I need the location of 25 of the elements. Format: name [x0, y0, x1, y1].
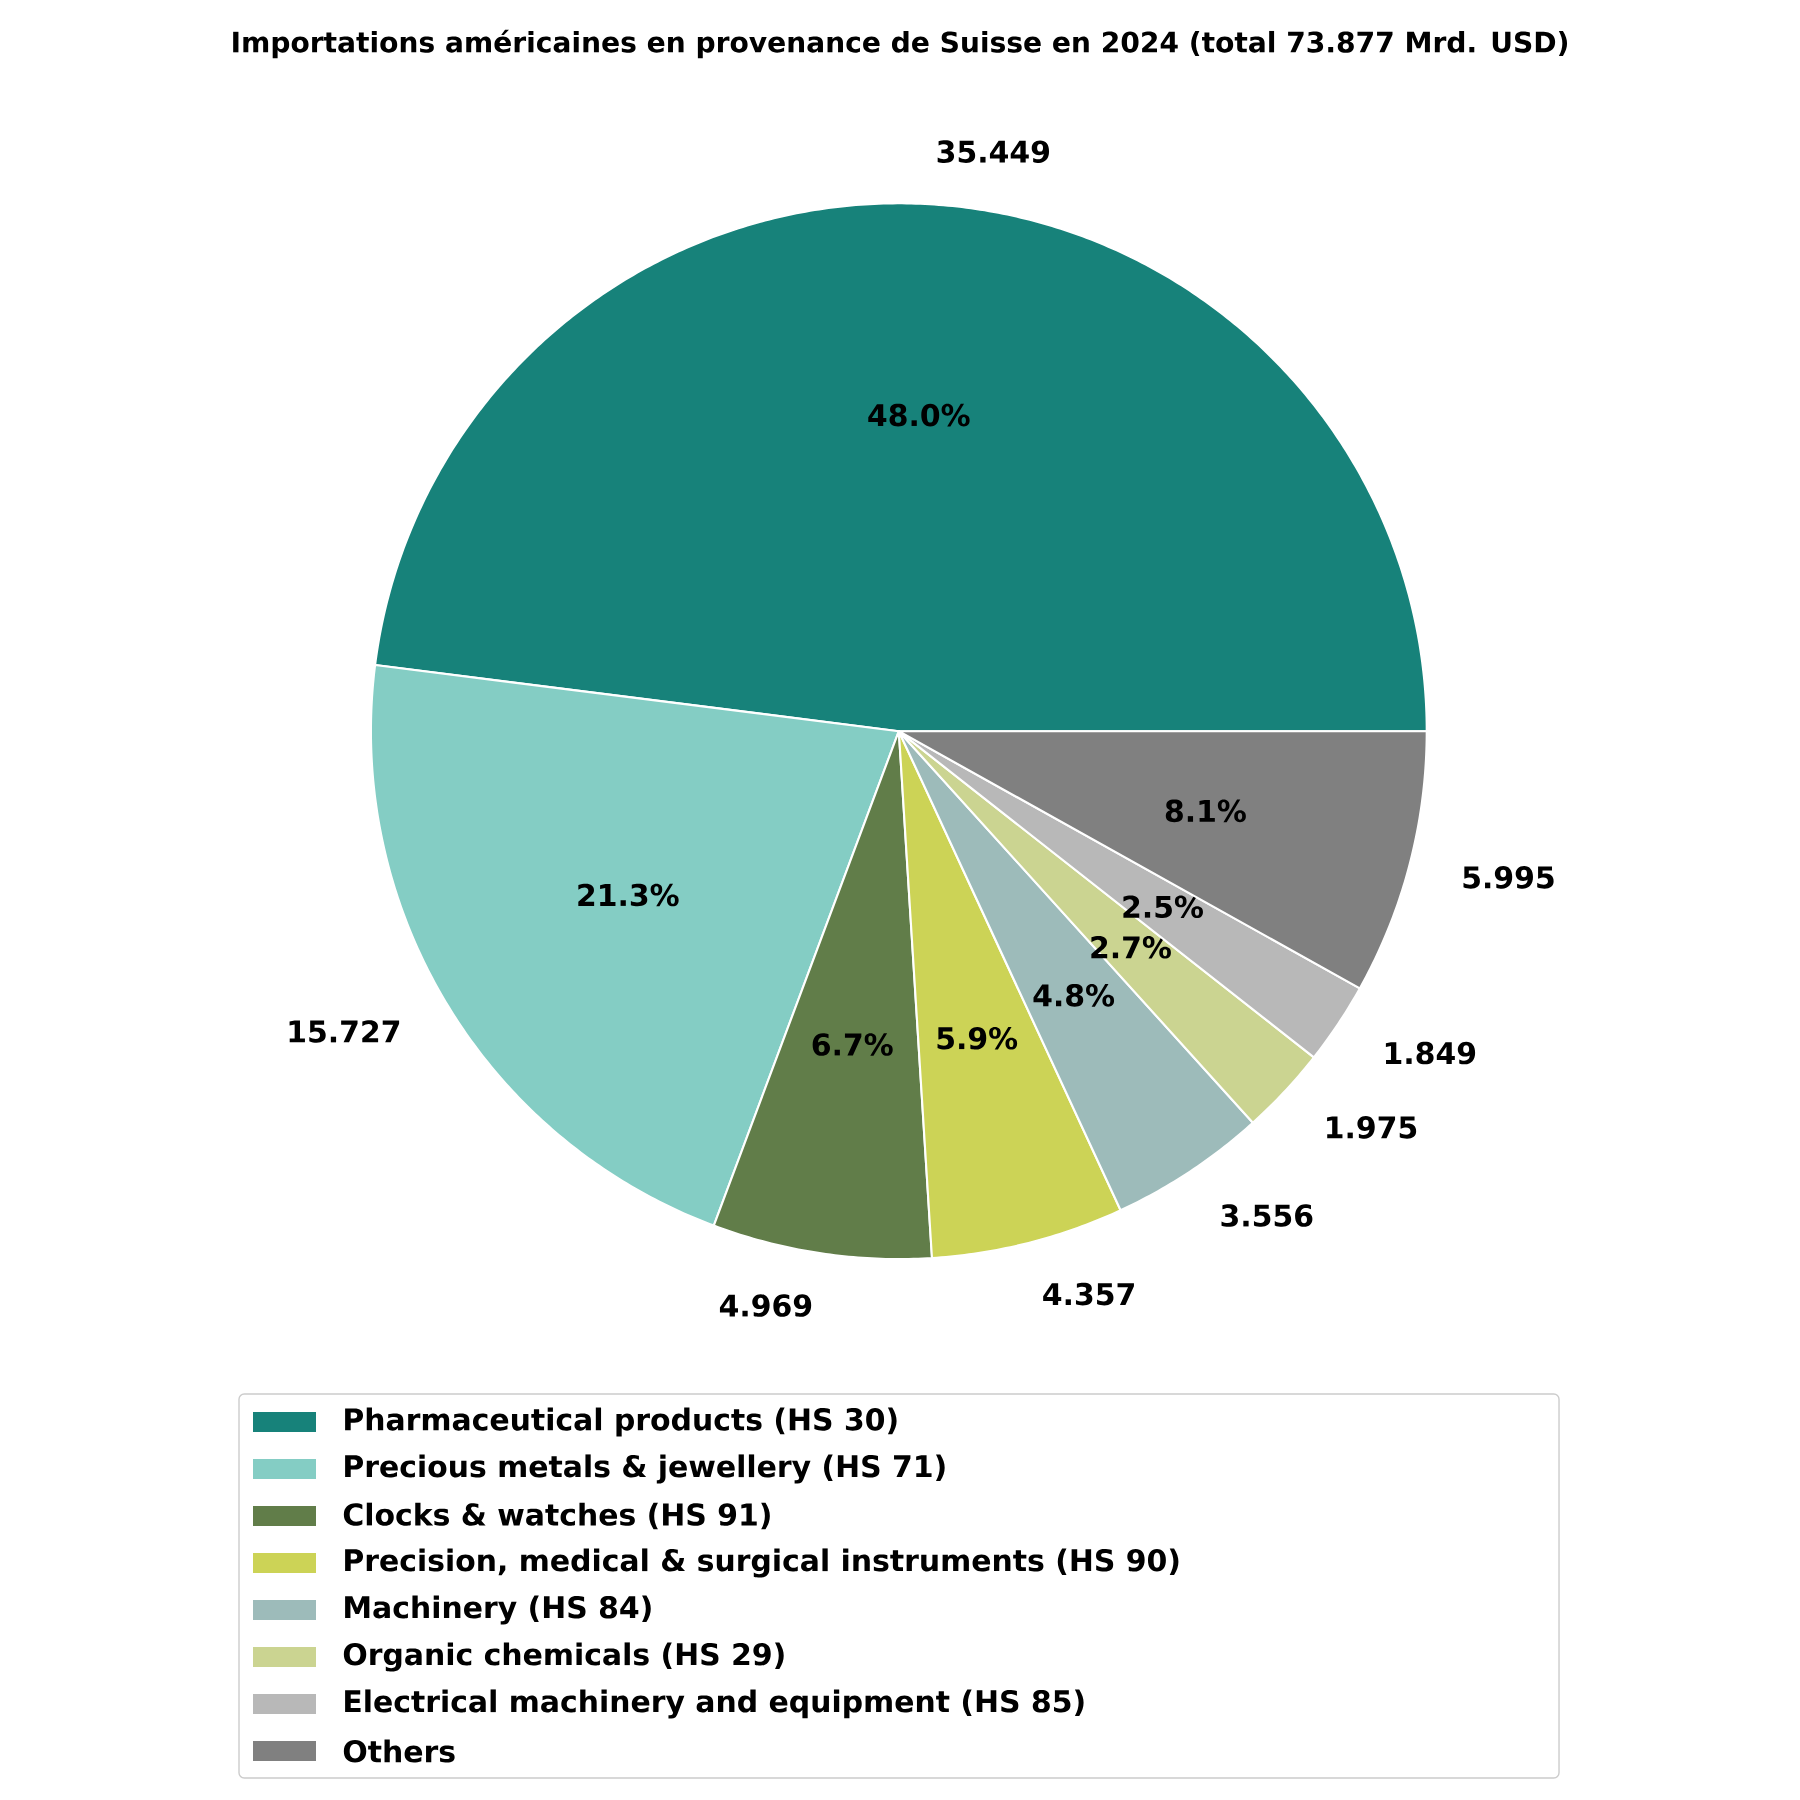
data-label: 8.1% [1165, 799, 1246, 823]
text: 15.727 [289, 1020, 400, 1043]
text: 4.357 [1043, 1282, 1134, 1306]
legend-label: Others [343, 1739, 455, 1763]
data-label: 5.9% [937, 1026, 1018, 1050]
legend-label: Precious metals & jewellery (HS 71) [345, 1454, 945, 1484]
data-label: 21.3% [578, 883, 679, 907]
data-label: 2.7% [1091, 936, 1171, 959]
text: 5.995 [1463, 866, 1554, 889]
legend-label: Pharmaceutical products (HS 30) [345, 1407, 897, 1437]
legend-label: Electrical machinery and equipment (HS 85) [345, 1689, 1084, 1719]
chart-title: Importations américaines en provenance de Suisse en 2024 (total 73.877 Mrd. USD) [233, 29, 1568, 59]
text: 1.975 [1327, 1116, 1417, 1139]
text: 4.969 [719, 1294, 812, 1317]
legend-label: Precision, medical & surgical instruments (HS 90) [345, 1548, 1179, 1578]
data-label: 4.8% [1033, 984, 1115, 1007]
data-label: 6.7% [812, 1033, 893, 1056]
legend-label: Machinery (HS 84) [345, 1595, 651, 1625]
legend-label: Organic chemicals (HS 29) [343, 1642, 784, 1672]
legend-label: Clocks & watches (HS 91) [343, 1502, 770, 1530]
text: 35.449 [937, 140, 1050, 163]
text: 1.849 [1385, 1041, 1476, 1065]
data-label: 48.0% [868, 403, 970, 427]
data-label: 2.5% [1123, 895, 1203, 919]
text: 3.556 [1221, 1204, 1313, 1227]
